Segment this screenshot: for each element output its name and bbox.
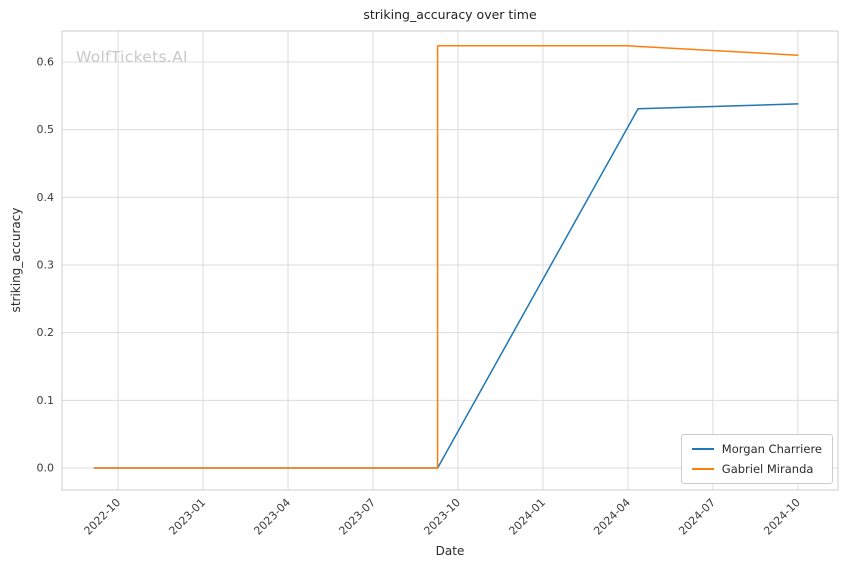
series-line-gabriel-miranda xyxy=(93,45,799,469)
x-tick-label: 2024-04 xyxy=(591,496,633,538)
legend-item: Morgan Charriere xyxy=(691,442,822,456)
legend-label: Gabriel Miranda xyxy=(721,462,814,476)
chart-title: striking_accuracy over time xyxy=(363,7,537,22)
legend: Morgan Charriere Gabriel Miranda xyxy=(680,434,833,484)
y-tick-label: 0.5 xyxy=(37,123,55,136)
x-tick-label: 2023-10 xyxy=(421,496,463,538)
y-tick-label: 0.3 xyxy=(37,259,55,272)
y-tick-label: 0.2 xyxy=(37,326,55,339)
x-tick-label: 2023-04 xyxy=(251,496,293,538)
watermark: WolfTickets.AI xyxy=(76,48,188,66)
x-tick-label: 2024-10 xyxy=(761,496,803,538)
series-line-morgan-charriere xyxy=(93,103,799,469)
y-tick-label: 0.4 xyxy=(37,191,55,204)
y-tick-label: 0.0 xyxy=(37,462,55,475)
x-tick-label: 2024-01 xyxy=(506,496,548,538)
legend-item: Gabriel Miranda xyxy=(691,462,822,476)
x-tick-label: 2024-07 xyxy=(676,496,718,538)
y-tick-label: 0.6 xyxy=(37,55,55,68)
x-tick-label: 2023-01 xyxy=(166,496,208,538)
y-tick-label: 0.1 xyxy=(37,394,55,407)
x-axis-label: Date xyxy=(435,544,465,558)
legend-line-swatch xyxy=(691,448,714,450)
plot-border xyxy=(61,30,839,491)
legend-label: Morgan Charriere xyxy=(721,442,822,456)
x-tick-label: 2023-07 xyxy=(336,496,378,538)
x-tick-label: 2022-10 xyxy=(82,496,124,538)
legend-line-swatch xyxy=(691,468,714,470)
y-axis-label: striking_accuracy xyxy=(9,207,23,313)
